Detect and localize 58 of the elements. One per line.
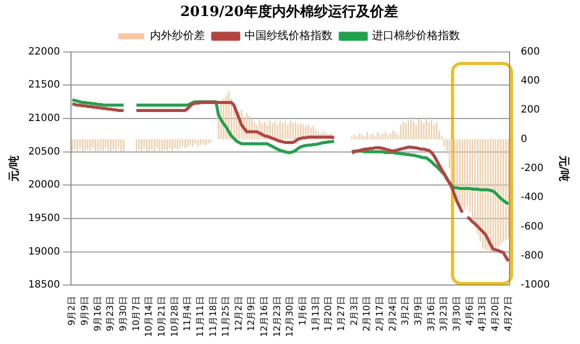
x-tick-label: 2月24日 [388, 296, 398, 332]
x-tick-label: 4月27日 [504, 296, 514, 332]
x-tick-label: 2月3日 [350, 296, 360, 326]
y2-tick-label: 600 [520, 46, 540, 58]
x-tick-label: 9月2日 [68, 296, 78, 326]
x-tick-label: 2月10日 [362, 296, 373, 332]
y2-tick-label: -1000 [520, 280, 550, 291]
y2-tick-label: 200 [520, 104, 540, 116]
x-tick-label: 9月16日 [93, 296, 104, 332]
x-tick-label: 9月23日 [106, 296, 116, 332]
y-tick-label: 19500 [28, 213, 60, 224]
x-tick-label: 1月27日 [337, 296, 348, 332]
x-tick-label: 10月7日 [132, 296, 142, 332]
x-tick-label: 3月2日 [401, 296, 412, 326]
x-tick-label: 4月6日 [465, 296, 476, 326]
x-tick-label: 3月16日 [426, 296, 437, 332]
x-tick-label: 2月17日 [376, 296, 386, 332]
y-tick-label: 20500 [28, 146, 60, 158]
x-tick-label: 3月9日 [414, 296, 424, 326]
x-tick-label: 12月23日 [272, 296, 283, 337]
x-tick-label: 10月28日 [170, 296, 180, 337]
x-tick-label: 11月11日 [196, 296, 206, 337]
x-tick-label: 12月16日 [260, 296, 270, 337]
y-tick-label: 22000 [28, 46, 60, 58]
y2-tick-label: -200 [520, 163, 544, 174]
y-tick-label: 20000 [28, 180, 60, 191]
x-tick-label: 9月9日 [80, 296, 90, 326]
x-tick-label: 12月9日 [247, 296, 258, 332]
x-tick-label: 4月20日 [490, 296, 501, 332]
x-tick-label: 12月30日 [286, 296, 296, 337]
y2-tick-label: 0 [520, 134, 528, 145]
x-tick-label: 10月21日 [157, 296, 168, 337]
y2-tick-label: -800 [520, 250, 544, 262]
y-axis-title: 元/吨 [7, 155, 20, 182]
x-tick-label: 3月30日 [452, 296, 462, 332]
y-tick-label: 19000 [28, 246, 60, 258]
x-tick-label: 12月2日 [234, 296, 244, 332]
y-tick-label: 18500 [28, 280, 60, 291]
x-tick-label: 11月18日 [208, 296, 219, 337]
x-tick-label: 1月13日 [311, 296, 322, 332]
x-tick-label: 9月30日 [118, 296, 129, 332]
y2-axis-title: 元/吨 [558, 154, 571, 182]
chart-title: 2019/20年度内外棉纱运行及价差 [180, 3, 398, 20]
x-tick-label: 11月4日 [183, 296, 194, 332]
y-tick-label: 21000 [28, 113, 60, 124]
x-tick-label: 4月13日 [478, 296, 488, 332]
x-tick-label: 1月6日 [298, 296, 309, 326]
legend-label: 进口棉纱价格指数 [372, 29, 460, 42]
x-tick-label: 10月14日 [144, 296, 155, 337]
y2-tick-label: -400 [520, 192, 544, 204]
y2-tick-label: -600 [520, 221, 544, 232]
legend-label: 内外纱价差 [150, 29, 205, 42]
y2-tick-label: 400 [520, 76, 540, 87]
x-tick-label: 3月23日 [440, 296, 450, 332]
legend-label: 中国纱线价格指数 [244, 29, 332, 42]
x-tick-label: 1月20日 [324, 296, 334, 332]
x-tick-label: 11月25日 [222, 296, 232, 337]
y-tick-label: 21500 [28, 80, 60, 91]
